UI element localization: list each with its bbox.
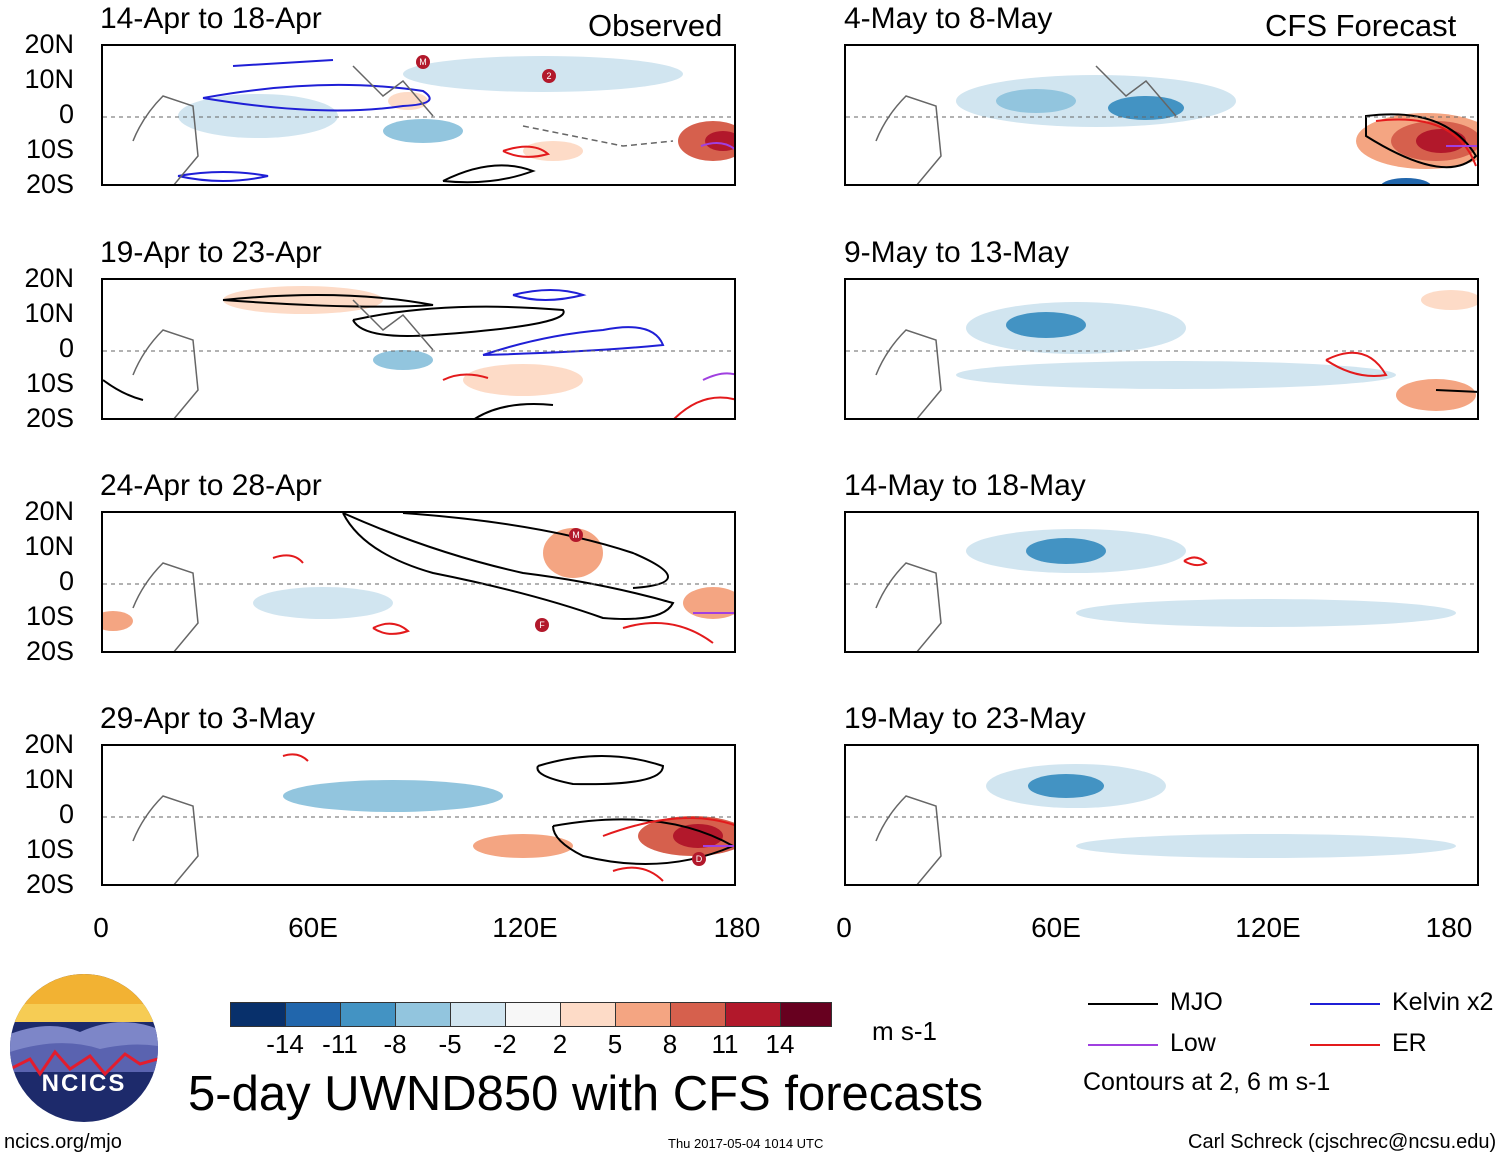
panel-title-fcst-4: 19-May to 23-May [844,702,1086,735]
map-graphic [103,513,734,651]
lat-label: 20N [24,263,74,293]
lat-label: 0 [58,799,74,829]
storm-marker: F [535,618,549,632]
colorbar-cell [395,1002,451,1027]
storm-marker: D [692,852,706,866]
lat-label: 20S [25,403,74,433]
ncics-logo: NCICS [10,974,158,1122]
colorbar-cell [505,1002,561,1027]
legend-label-low: Low [1170,1029,1216,1057]
map-graphic [103,753,734,884]
legend-note: Contours at 2, 6 m s-1 [1083,1068,1331,1096]
lat-label: 10S [25,134,74,164]
legend-line-er [1310,1044,1380,1046]
colorbar-cell [725,1002,781,1027]
lat-label: 0 [58,333,74,363]
colorbar-cell [285,1002,341,1027]
main-title: 5-day UWND850 with CFS forecasts [188,1067,984,1121]
lon-label: 60E [1031,912,1081,943]
colorbar-label: 2 [552,1029,568,1059]
colorbar-label: -8 [383,1029,407,1059]
map-panel-fcst-2 [844,278,1479,420]
lon-label: 120E [492,912,558,943]
panel-title-obs-3: 24-Apr to 28-Apr [100,469,322,502]
lat-label: 20N [24,496,74,526]
colorbar-label: -14 [266,1029,304,1059]
legend-label-mjo: MJO [1170,988,1223,1016]
lat-label: 10N [24,764,74,794]
storm-marker: M [416,55,430,69]
lon-label: 180 [713,912,761,943]
map-graphic [846,764,1477,884]
legend-line-low [1088,1044,1158,1046]
colorbar-cell [615,1002,671,1027]
logo-text: NCICS [41,1070,127,1097]
colorbar-cell [780,1002,832,1027]
forecast-label: CFS Forecast [1265,8,1457,43]
map-panel-obs-2 [101,278,736,420]
colorbar-label: 8 [662,1029,678,1059]
colorbar-units: m s-1 [872,1016,937,1046]
map-panel-fcst-3 [844,511,1479,653]
colorbar-cell [230,1002,286,1027]
lon-label: 120E [1235,912,1301,943]
lat-label: 20S [25,869,74,899]
panel-title-obs-2: 19-Apr to 23-Apr [100,236,322,269]
map-panel-obs-4 [101,744,736,886]
lat-label: 10N [24,298,74,328]
map-graphic [846,529,1477,651]
lon-label: 0 [836,912,852,943]
colorbar-cell [670,1002,726,1027]
footer-credit: Carl Schreck (cjschrec@ncsu.edu) [1188,1131,1497,1153]
lon-label: 180 [1425,912,1473,943]
colorbar-label: 11 [711,1029,739,1059]
lat-label: 10S [25,368,74,398]
colorbar-cell [340,1002,396,1027]
lat-label: 0 [58,566,74,596]
panel-title-fcst-2: 9-May to 13-May [844,236,1070,269]
footer-url[interactable]: ncics.org/mjo [4,1131,122,1153]
storm-marker: 2 [542,69,556,83]
lon-label: 0 [93,912,109,943]
lat-label: 20S [25,169,74,199]
colorbar-label: -5 [438,1029,462,1059]
storm-marker: M [569,528,583,542]
lat-label: 20N [24,729,74,759]
map-panel-obs-1 [101,44,736,186]
logo-graphic [10,974,158,1077]
panel-title-fcst-3: 14-May to 18-May [844,469,1086,502]
colorbar-label: -2 [493,1029,517,1059]
map-graphic [103,286,734,418]
panel-title-obs-1: 14-Apr to 18-Apr [100,2,322,35]
lat-label: 20N [24,29,74,59]
colorbar-cell [560,1002,616,1027]
colorbar-label: -11 [322,1029,358,1059]
colorbar-label: 5 [607,1029,623,1059]
lat-label: 10S [25,834,74,864]
legend-line-kelvin [1310,1003,1380,1005]
panel-title-obs-4: 29-Apr to 3-May [100,702,316,735]
lat-label: 10N [24,64,74,94]
map-graphic [846,290,1477,418]
legend-line-mjo [1088,1003,1158,1005]
map-panel-fcst-4 [844,744,1479,886]
map-panel-fcst-1 [844,44,1479,186]
footer-timestamp: Thu 2017-05-04 1014 UTC [668,1136,824,1151]
legend-label-er: ER [1392,1029,1427,1057]
colorbar-label: 14 [765,1029,795,1059]
lat-label: 0 [58,99,74,129]
map-graphic [846,65,1477,184]
lat-label: 20S [25,636,74,666]
panel-title-fcst-1: 4-May to 8-May [844,2,1053,35]
legend-label-kelvin: Kelvin x2 [1392,988,1494,1016]
lat-label: 10N [24,531,74,561]
observed-label: Observed [588,8,723,43]
lon-label: 60E [288,912,338,943]
map-graphic [103,56,734,184]
colorbar-cell [450,1002,506,1027]
lat-label: 10S [25,601,74,631]
map-panel-obs-3 [101,511,736,653]
